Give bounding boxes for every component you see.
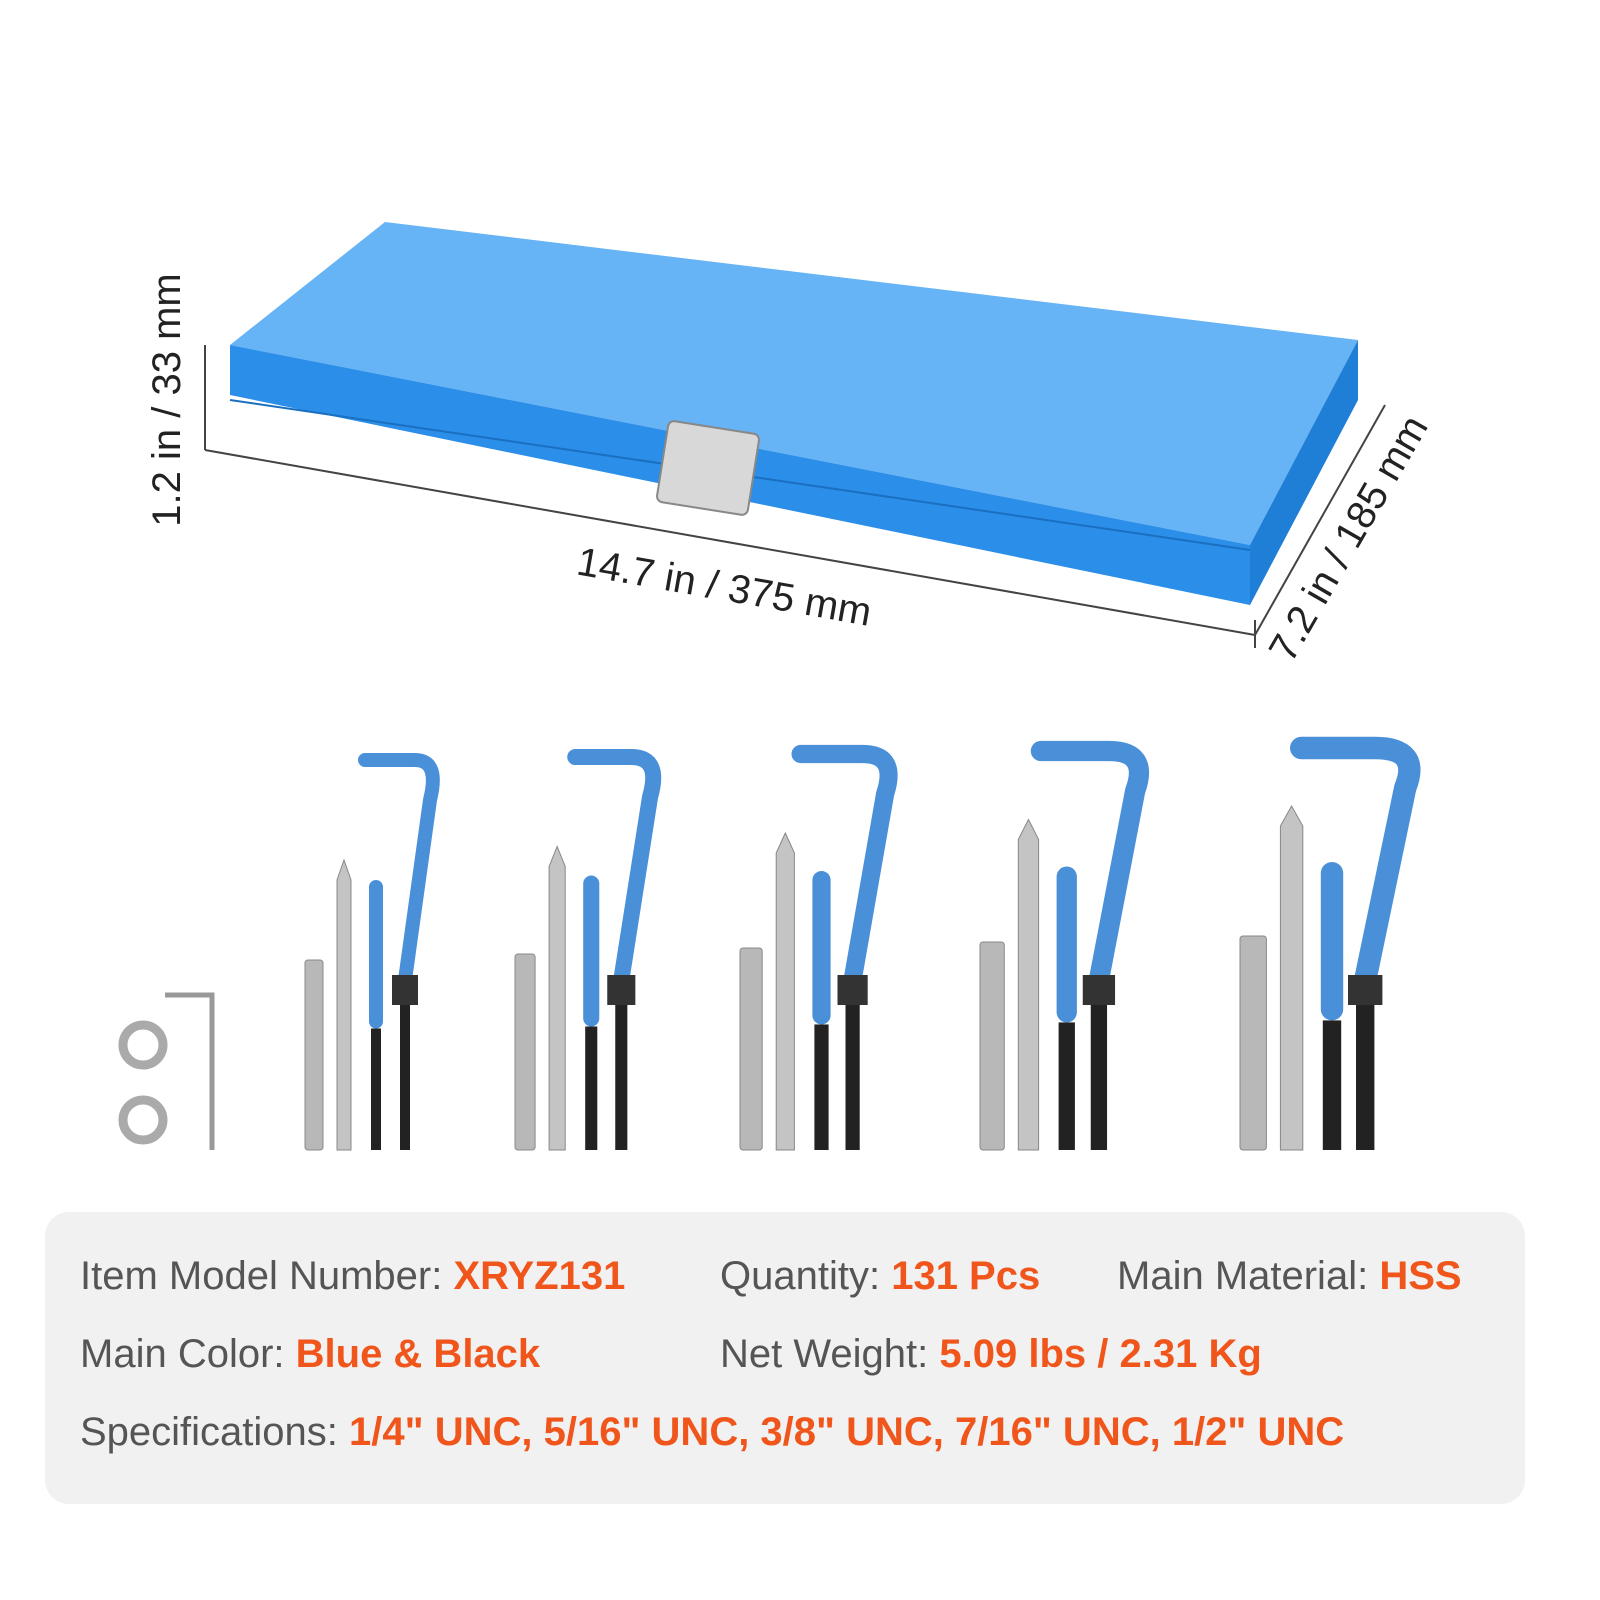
hook-handle [1290, 736, 1421, 992]
hook-collar [1082, 975, 1116, 1005]
tool-shaft [371, 1028, 381, 1150]
dim-line [1254, 404, 1386, 636]
dim-line [204, 449, 1256, 636]
hex-key [165, 992, 215, 1150]
tap [739, 947, 763, 1151]
spec-item: Specifications: 1/4" UNC, 5/16" UNC, 3/8… [80, 1410, 1344, 1455]
spec-label: Quantity: [720, 1254, 881, 1298]
spec-value: 5.09 lbs / 2.31 Kg [939, 1332, 1262, 1376]
spec-item: Item Model Number: XRYZ131 [80, 1254, 625, 1299]
insert [118, 1095, 168, 1145]
box-latch [656, 420, 760, 516]
tap [1239, 935, 1267, 1151]
hook-collar [837, 975, 868, 1005]
hook-shaft [845, 1005, 860, 1150]
tools [118, 736, 1421, 1151]
tool-handle [1320, 862, 1344, 1021]
tool-handle [812, 871, 831, 1025]
spec-value: 131 Pcs [891, 1254, 1041, 1298]
tool-shaft [1058, 1022, 1075, 1150]
box-side [1250, 340, 1358, 605]
spec-label: Main Material: [1117, 1254, 1369, 1298]
hook-handle [567, 748, 662, 989]
hook-collar [607, 975, 636, 1005]
hook-collar [392, 975, 418, 1005]
hook-handle [1030, 740, 1150, 991]
tool-handle [1056, 866, 1077, 1023]
hook-handle [358, 753, 440, 987]
spec-value: XRYZ131 [453, 1254, 626, 1298]
spec-label: Net Weight: [720, 1332, 929, 1376]
tool-shaft [1322, 1020, 1342, 1150]
product-illustration: 1.2 in / 33 mm 14.7 in / 375 mm 7.2 in /… [118, 222, 1437, 1151]
drill [1279, 804, 1304, 1151]
hook-collar [1348, 975, 1383, 1005]
spec-value: 1/4" UNC, 5/16" UNC, 3/8" UNC, 7/16" UNC… [349, 1410, 1345, 1454]
hook-shaft [1356, 1005, 1375, 1150]
drill [548, 845, 566, 1151]
spec-label: Specifications: [80, 1410, 338, 1454]
hook-shaft [400, 1005, 410, 1150]
tap [514, 953, 536, 1151]
box-lid [230, 222, 1358, 545]
spec-label: Main Color: [80, 1332, 285, 1376]
height-dimension: 1.2 in / 33 mm [145, 273, 189, 526]
spec-panel: Item Model Number: XRYZ131 Quantity: 131… [45, 1212, 1525, 1504]
tool-shaft [814, 1024, 829, 1150]
drill [1017, 818, 1040, 1151]
spec-value: Blue & Black [295, 1332, 541, 1376]
tool-handle [369, 880, 383, 1029]
insert [118, 1020, 168, 1070]
tap [979, 941, 1005, 1151]
hook-handle [791, 744, 898, 990]
tool-shaft [585, 1026, 598, 1150]
drill [336, 858, 352, 1151]
spec-item: Main Material: HSS [1117, 1254, 1462, 1299]
drill [775, 831, 795, 1151]
tap [304, 959, 324, 1151]
spec-label: Item Model Number: [80, 1254, 443, 1298]
length-dimension: 14.7 in / 375 mm [574, 540, 875, 635]
hook-shaft [1090, 1005, 1108, 1150]
spec-item: Net Weight: 5.09 lbs / 2.31 Kg [720, 1332, 1262, 1377]
hook-shaft [615, 1005, 628, 1150]
spec-value: HSS [1379, 1254, 1462, 1298]
tool-handle [583, 875, 600, 1027]
spec-item: Quantity: 131 Pcs [720, 1254, 1040, 1299]
spec-item: Main Color: Blue & Black [80, 1332, 540, 1377]
